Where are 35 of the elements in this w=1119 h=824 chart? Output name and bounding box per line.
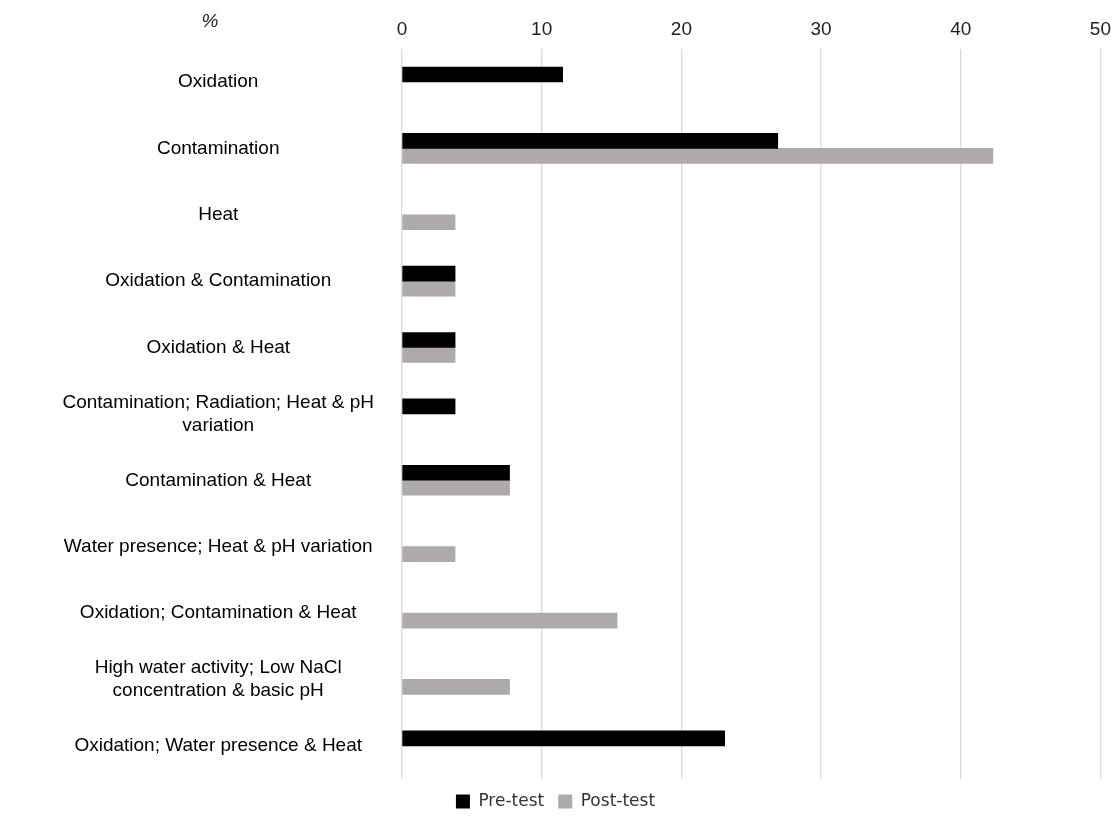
bar [402,332,456,348]
bar [402,464,510,481]
y-tick-label: Contamination; Radiation; Heat & pH variation [62,390,374,435]
bar [402,479,510,496]
x-tick-label: 50 [1089,17,1111,39]
bar [402,148,994,164]
bar [402,398,456,415]
y-tick-label: Oxidation & Contamination [105,269,332,291]
bar [402,265,456,282]
legend-label: Post-test [580,789,656,810]
bar [402,66,563,83]
x-axis-title: % [201,10,219,32]
x-tick-label: 10 [531,17,553,39]
bar [402,730,726,747]
y-tick-label: Heat [198,202,239,224]
bar [402,679,510,695]
bar [402,546,456,562]
x-tick-label: 30 [810,17,832,39]
x-tick-label: 20 [670,17,692,39]
y-tick-label: Contamination & Heat [125,468,312,490]
bar [402,280,456,297]
y-tick-label: Oxidation; Water presence & Heat [74,734,363,756]
bar [402,347,456,363]
x-tick-label: 0 [396,17,408,39]
x-tick-label: 40 [950,17,972,39]
y-tick-label: Contamination [156,136,280,158]
y-tick-label: Oxidation; Contamination & Heat [79,601,358,623]
bar [402,214,456,231]
y-tick-label: Oxidation [178,70,259,92]
legend-label: Pre-test [478,789,545,810]
bar [402,612,618,629]
y-tick-label: Water presence; Heat & pH variation [63,534,373,556]
y-tick-label: High water activity; Low NaCl concentration & basic pH [94,656,342,701]
y-tick-label: Oxidation & Heat [146,335,291,357]
bar [402,133,779,149]
